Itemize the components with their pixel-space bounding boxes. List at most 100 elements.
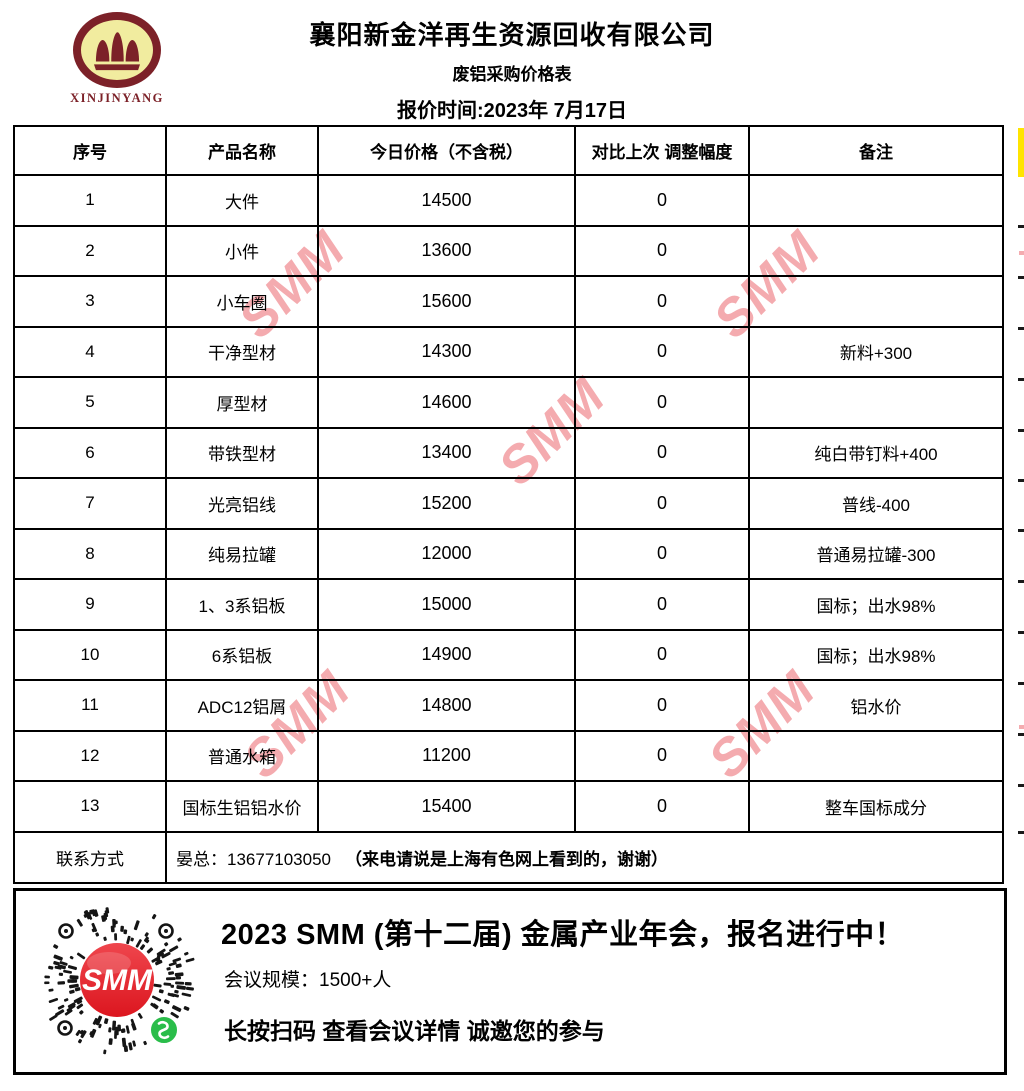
- edge-watermark-stub: [1019, 725, 1024, 729]
- cell-price: 14500: [317, 174, 576, 227]
- cell-name: 光亮铝线: [165, 477, 319, 530]
- table-row: 12 普通水箱 11200 0: [13, 729, 1004, 782]
- qr-code: SMM: [41, 906, 197, 1058]
- table-body: 1 大件 14500 0 2 小件 13600 0 3 小车圈 15600 0 4 干净型材 14300 0 新…: [13, 174, 1004, 833]
- table-row: 3 小车圈 15600 0: [13, 275, 1004, 328]
- cell-remark: [748, 174, 1004, 227]
- price-table: 序号 产品名称 今日价格（不含税） 对比上次 调整幅度 备注 1 大件 14500 0 2 小件 1…: [13, 125, 1004, 884]
- cell-change: 0: [574, 578, 750, 631]
- cell-no: 3: [13, 275, 167, 328]
- edge-table-stub: [1018, 327, 1024, 330]
- cell-no: 6: [13, 426, 167, 479]
- table-row: 8 纯易拉罐 12000 0 普通易拉罐-300: [13, 527, 1004, 580]
- column-header-3: 对比上次 调整幅度: [574, 125, 750, 176]
- logo-emblem-icon: [73, 12, 161, 88]
- cell-change: 0: [574, 679, 750, 732]
- cell-remark: 整车国标成分: [748, 780, 1004, 833]
- table-row: 5 厚型材 14600 0: [13, 376, 1004, 429]
- footer-action-line: 长按扫码 查看会议详情 诚邀您的参与: [224, 1018, 605, 1044]
- cell-no: 10: [13, 628, 167, 681]
- edge-table-stub: [1018, 276, 1024, 279]
- cell-remark: 国标；出水98%: [748, 628, 1004, 681]
- cell-no: 13: [13, 780, 167, 833]
- edge-table-stub: [1018, 529, 1024, 532]
- cell-remark: [748, 376, 1004, 429]
- cell-remark: 普线-400: [748, 477, 1004, 530]
- edge-table-stub: [1018, 682, 1024, 685]
- svg-text:SMM: SMM: [82, 964, 153, 997]
- cell-remark: [748, 275, 1004, 328]
- cell-price: 15600: [317, 275, 576, 328]
- cell-change: 0: [574, 174, 750, 227]
- cell-change: 0: [574, 275, 750, 328]
- table-row: 11 ADC12铝屑 14800 0 铝水价: [13, 679, 1004, 732]
- cell-no: 9: [13, 578, 167, 631]
- column-header-4: 备注: [748, 125, 1004, 176]
- cell-change: 0: [574, 527, 750, 580]
- cell-price: 14600: [317, 376, 576, 429]
- cell-price: 13400: [317, 426, 576, 479]
- edge-table-stub: [1018, 479, 1024, 482]
- cell-price: 15200: [317, 477, 576, 530]
- cell-name: 1、3系铝板: [165, 578, 319, 631]
- footer-title: 2023 SMM (第十二届) 金属产业年会，报名进行中！: [221, 919, 905, 951]
- cell-name: 小车圈: [165, 275, 319, 328]
- cell-no: 4: [13, 325, 167, 378]
- cell-change: 0: [574, 426, 750, 479]
- logo-arches-icon: [94, 32, 140, 71]
- cell-price: 14900: [317, 628, 576, 681]
- table-header-row: 序号 产品名称 今日价格（不含税） 对比上次 调整幅度 备注: [13, 125, 1004, 176]
- cell-price: 11200: [317, 729, 576, 782]
- cell-remark: [748, 729, 1004, 782]
- cell-price: 13600: [317, 224, 576, 277]
- column-header-0: 序号: [13, 125, 167, 176]
- cell-no: 5: [13, 376, 167, 429]
- cell-no: 1: [13, 174, 167, 227]
- edge-table-stub: [1018, 784, 1024, 787]
- edge-watermark-stub: [1019, 251, 1024, 255]
- table-row: 6 带铁型材 13400 0 纯白带钉料+400: [13, 426, 1004, 479]
- table-row: 1 大件 14500 0: [13, 174, 1004, 227]
- table-row: 9 1、3系铝板 15000 0 国标；出水98%: [13, 578, 1004, 631]
- footer-scale-line: 会议规模：1500+人: [224, 970, 392, 991]
- cell-price: 14300: [317, 325, 576, 378]
- cell-change: 0: [574, 325, 750, 378]
- cell-name: 干净型材: [165, 325, 319, 378]
- cell-name: 小件: [165, 224, 319, 277]
- edge-table-stub: [1018, 378, 1024, 381]
- edge-highlight-strip: [1018, 128, 1024, 177]
- cell-name: 厚型材: [165, 376, 319, 429]
- column-header-2: 今日价格（不含税）: [317, 125, 576, 176]
- cell-name: 国标生铝铝水价: [165, 780, 319, 833]
- edge-table-stub: [1018, 831, 1024, 834]
- logo-wordmark: XINJINYANG: [70, 91, 164, 105]
- company-title: 襄阳新金洋再生资源回收有限公司: [309, 20, 715, 50]
- contact-value: 晏总：13677103050: [176, 849, 332, 869]
- cell-remark: 新料+300: [748, 325, 1004, 378]
- cell-name: ADC12铝屑: [165, 679, 319, 732]
- cell-change: 0: [574, 628, 750, 681]
- contact-note: （来电请说是上海有色网上看到的，谢谢）: [345, 849, 669, 869]
- table-row: 7 光亮铝线 15200 0 普线-400: [13, 477, 1004, 530]
- cell-name: 普通水箱: [165, 729, 319, 782]
- cell-change: 0: [574, 477, 750, 530]
- table-row: 4 干净型材 14300 0 新料+300: [13, 325, 1004, 378]
- edge-table-stub: [1018, 631, 1024, 634]
- edge-table-stub: [1018, 429, 1024, 432]
- cell-price: 15000: [317, 578, 576, 631]
- cell-change: 0: [574, 780, 750, 833]
- cell-name: 大件: [165, 174, 319, 227]
- cell-change: 0: [574, 224, 750, 277]
- cell-change: 0: [574, 729, 750, 782]
- cell-remark: [748, 224, 1004, 277]
- cell-price: 12000: [317, 527, 576, 580]
- contact-label: 联系方式: [13, 830, 167, 884]
- cell-price: 15400: [317, 780, 576, 833]
- cell-price: 14800: [317, 679, 576, 732]
- table-row: 10 6系铝板 14900 0 国标；出水98%: [13, 628, 1004, 681]
- edge-table-stub: [1018, 580, 1024, 583]
- column-header-1: 产品名称: [165, 125, 319, 176]
- footer-banner: SMM 2023 SMM (第十二届) 金属产业年会，报名进行中！ 会议规模：1…: [13, 888, 1007, 1075]
- cell-name: 6系铝板: [165, 628, 319, 681]
